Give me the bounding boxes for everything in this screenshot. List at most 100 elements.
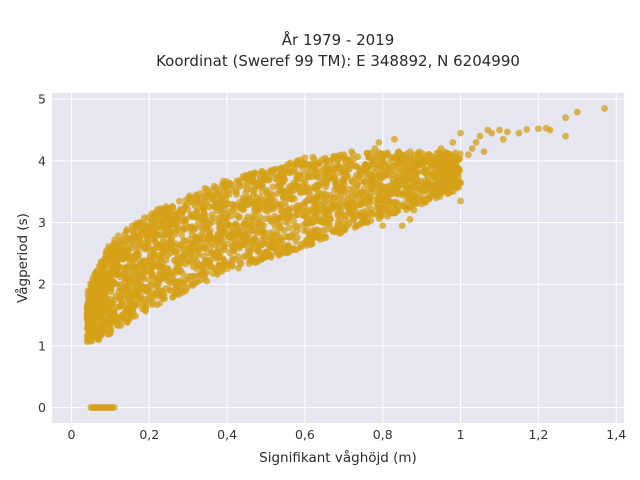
data-point-2295 (150, 289, 157, 297)
data-point-1346 (285, 224, 293, 232)
outlier-point-2616 (562, 132, 570, 140)
data-point-2591 (225, 190, 233, 198)
data-point-2508 (123, 286, 130, 294)
data-point-2544 (248, 242, 256, 249)
data-point-1824 (210, 182, 218, 190)
data-point-1781 (250, 186, 258, 194)
data-point-2196 (133, 235, 141, 243)
data-point-2476 (306, 241, 314, 249)
data-point-2316 (345, 220, 353, 227)
data-point-2225 (126, 292, 134, 300)
data-point-2565 (118, 301, 126, 308)
data-point-2360 (320, 177, 328, 185)
data-point-2255 (352, 162, 360, 170)
data-point-2427 (263, 169, 271, 177)
data-point-2330 (164, 223, 172, 230)
data-point-2454 (385, 164, 392, 172)
data-point-2456 (241, 252, 249, 260)
data-point-2525 (153, 301, 161, 309)
data-point-1782 (290, 244, 297, 252)
data-point-2483 (269, 202, 277, 210)
data-point-1851 (253, 241, 261, 249)
data-point-2582 (181, 276, 189, 284)
data-point-2382 (221, 180, 229, 188)
data-point-2442 (208, 219, 215, 226)
data-point-2538 (394, 179, 402, 187)
outlier-point-2653 (499, 135, 507, 143)
outlier-point-2613 (601, 105, 608, 112)
data-point-2469 (305, 230, 313, 238)
outlier-point-2660 (95, 336, 103, 344)
data-point-2549 (211, 251, 219, 259)
data-point-2581 (361, 218, 368, 226)
data-point-2087 (323, 162, 331, 170)
data-point-2560 (347, 193, 355, 201)
outlier-point-2651 (243, 175, 250, 183)
outlier-point-2648 (320, 234, 328, 242)
data-point-2130 (201, 243, 209, 251)
data-point-2547 (451, 161, 459, 168)
data-point-2556 (117, 281, 125, 288)
data-point-1598 (228, 262, 236, 270)
data-point-2447 (89, 275, 96, 283)
data-point-2595 (192, 239, 199, 247)
data-point-2269 (385, 159, 393, 167)
data-point-2242 (337, 215, 345, 222)
outlier-point-2644 (375, 138, 383, 146)
data-point-2409 (337, 222, 345, 229)
data-point-2510 (139, 305, 146, 313)
data-point-2432 (263, 189, 271, 196)
data-point-2551 (178, 259, 185, 267)
data-point-2329 (353, 200, 361, 208)
data-point-2372 (104, 248, 112, 256)
data-point-1729 (330, 154, 338, 161)
data-point-2468 (192, 214, 200, 221)
data-point-2555 (285, 185, 293, 193)
data-point-2336 (330, 173, 337, 181)
data-point-2153 (163, 264, 171, 272)
data-point-2503 (186, 236, 194, 243)
outlier-point-2636 (429, 169, 437, 177)
data-point-2449 (199, 264, 207, 272)
data-point-2512 (175, 288, 183, 295)
data-point-1952 (284, 217, 292, 225)
data-point-1994 (425, 194, 433, 202)
outlier-point-2650 (282, 163, 289, 171)
data-point-2056 (105, 316, 113, 324)
data-point-2462 (180, 250, 188, 258)
data-point-2266 (209, 195, 217, 203)
data-point-2567 (239, 194, 247, 202)
data-point-2320 (123, 318, 131, 326)
data-point-2532 (323, 170, 330, 178)
outlier-point-2646 (363, 150, 371, 157)
data-point-2496 (282, 203, 290, 211)
data-point-2500 (430, 185, 438, 193)
outlier-point-2652 (340, 151, 348, 159)
data-point-2467 (277, 166, 284, 174)
outlier-point-2647 (348, 148, 356, 155)
data-point-2541 (173, 255, 181, 263)
outlier-point-2630 (457, 129, 464, 137)
data-point-2304 (310, 203, 318, 211)
data-point-2572 (127, 301, 134, 309)
data-point-2505 (246, 197, 254, 205)
data-point-2443 (200, 194, 208, 201)
data-point-2509 (304, 173, 312, 181)
data-point-2284 (345, 165, 353, 173)
data-point-1763 (231, 256, 239, 264)
data-point-1367 (444, 189, 452, 197)
data-point-2568 (379, 193, 387, 201)
data-point-2088 (456, 150, 464, 158)
data-point-2552 (354, 182, 361, 190)
data-point-2345 (300, 212, 307, 219)
grid-lines (52, 93, 624, 423)
data-point-1783 (415, 148, 423, 156)
data-point-2598 (285, 168, 293, 176)
data-point-2573 (286, 159, 294, 167)
data-point-2166 (276, 224, 284, 232)
data-point-2135 (153, 282, 161, 290)
outlier-point-2627 (472, 138, 480, 146)
data-point-1620 (282, 198, 289, 205)
data-point-2563 (96, 262, 103, 270)
data-point-2519 (87, 280, 94, 288)
